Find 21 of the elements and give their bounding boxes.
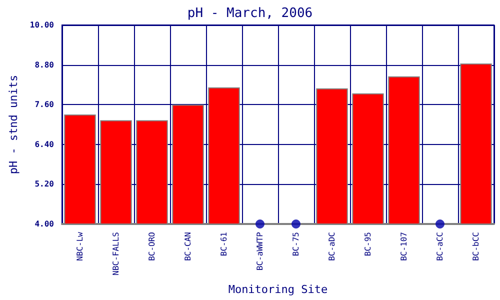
chart-title: pH - March, 2006	[187, 6, 313, 21]
x-tick-label: BC-75	[291, 232, 300, 256]
y-tick-label: 7.60	[34, 100, 54, 110]
x-tick-label: BC-aCC	[436, 232, 444, 261]
x-tick-label: BC-61	[219, 232, 228, 256]
x-tick-label: BC-aDC	[327, 232, 336, 261]
x-tick-label: NBC-Lw	[75, 232, 84, 261]
x-tick-label: BC-ORO	[147, 232, 156, 261]
x-tick-label: BC-aWWTP	[255, 232, 264, 271]
y-tick-label: 10.00	[30, 20, 54, 30]
y-tick-label: 6.40	[34, 140, 54, 149]
x-tick-label: NBC-FALLS	[111, 232, 120, 276]
x-axis-title: Monitoring Site	[228, 283, 328, 296]
y-axis-title: pH - stnd units	[7, 74, 20, 174]
x-tick-label: BC-bCC	[472, 232, 480, 261]
x-tick-label: BC-95	[363, 232, 372, 256]
x-tick-label: BC-CAN	[183, 232, 192, 261]
x-tick-label: BC-107	[399, 232, 408, 261]
y-tick-label: 5.20	[34, 180, 54, 189]
y-tick-label: 4.00	[34, 220, 54, 228]
y-tick-label: 8.80	[34, 60, 54, 70]
